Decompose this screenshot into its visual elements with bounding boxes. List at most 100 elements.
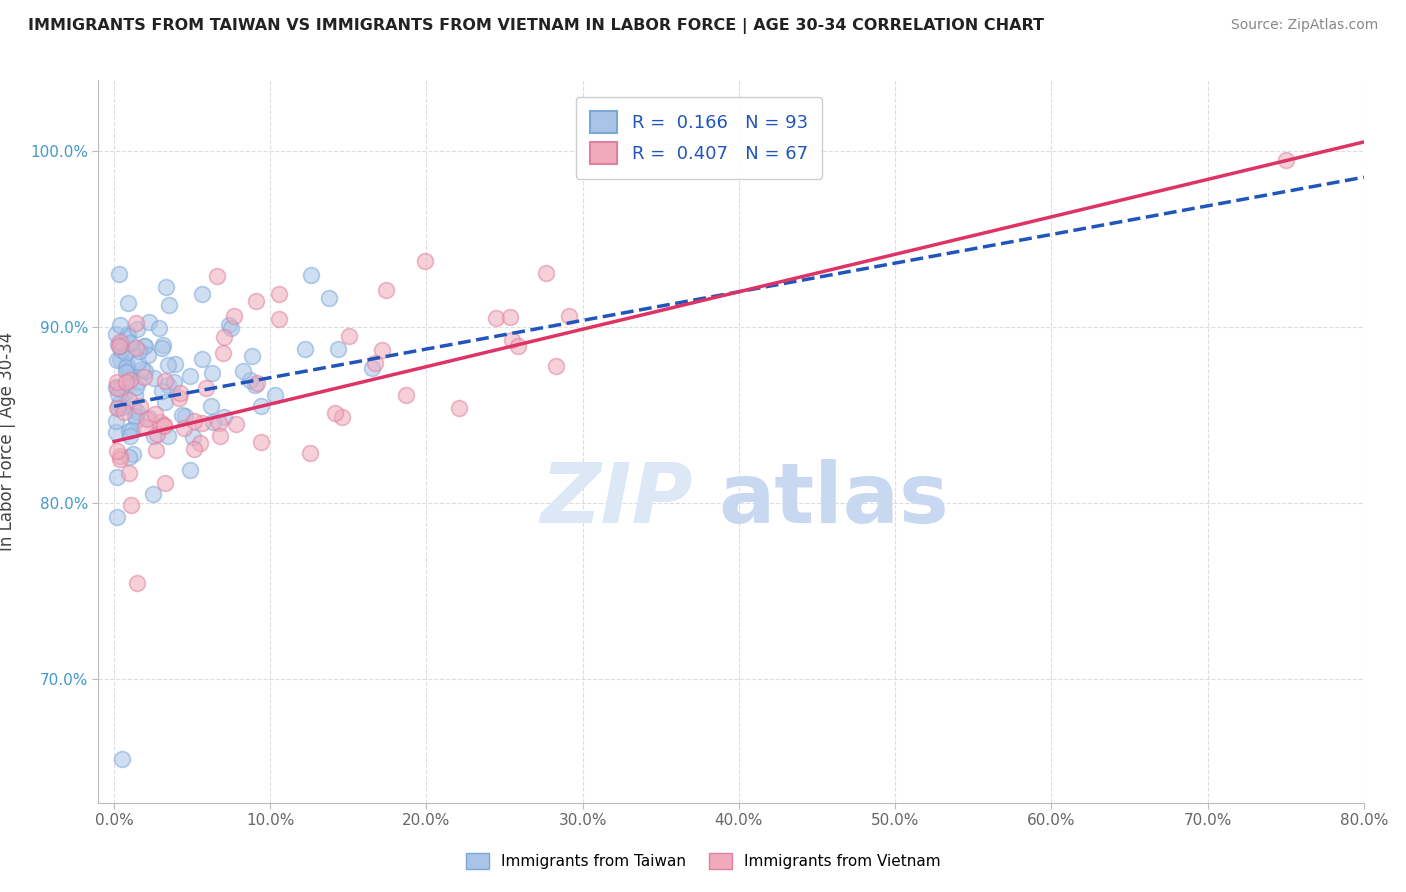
Point (127, 375, 149, 389)
Point (118, 466, 141, 480)
Point (156, 378, 179, 392)
Point (142, 487, 165, 501)
Point (179, 369, 201, 384)
Point (136, 348, 159, 362)
Point (104, 326, 127, 341)
Point (212, 330, 235, 344)
Point (110, 334, 132, 349)
Point (125, 405, 148, 419)
Point (108, 318, 131, 333)
Point (183, 442, 205, 456)
Point (153, 395, 176, 409)
Point (128, 399, 150, 413)
Point (125, 322, 148, 336)
Point (108, 339, 131, 353)
Point (145, 443, 167, 458)
Point (143, 428, 166, 442)
Point (134, 420, 156, 434)
Point (191, 416, 214, 430)
Point (264, 388, 287, 402)
Point (501, 334, 523, 348)
Point (105, 375, 128, 389)
Text: IMMIGRANTS FROM TAIWAN VS IMMIGRANTS FROM VIETNAM IN LABOR FORCE | AGE 30-34 COR: IMMIGRANTS FROM TAIWAN VS IMMIGRANTS FRO… (28, 18, 1045, 34)
Point (413, 253, 436, 268)
Point (326, 342, 349, 356)
Point (124, 409, 146, 424)
Point (121, 424, 143, 438)
Point (245, 378, 267, 392)
Point (114, 386, 136, 401)
Point (112, 405, 135, 419)
Point (132, 370, 155, 384)
Point (118, 373, 141, 387)
Point (246, 376, 269, 390)
Legend: R =  0.166   N = 93, R =  0.407   N = 67: R = 0.166 N = 93, R = 0.407 N = 67 (575, 96, 823, 178)
Point (105, 353, 128, 368)
Point (108, 339, 131, 353)
Point (318, 291, 340, 305)
Point (110, 343, 132, 357)
Point (138, 410, 160, 425)
Point (105, 401, 128, 415)
Point (107, 337, 129, 351)
Point (167, 391, 190, 405)
Point (249, 435, 271, 450)
Point (191, 287, 214, 301)
Point (294, 342, 316, 356)
Point (269, 312, 291, 326)
Point (108, 397, 131, 411)
Point (163, 357, 186, 371)
Legend: Immigrants from Taiwan, Immigrants from Vietnam: Immigrants from Taiwan, Immigrants from … (460, 847, 946, 875)
Point (374, 283, 396, 297)
Point (121, 342, 143, 356)
Point (118, 428, 141, 442)
Point (128, 344, 150, 359)
Point (115, 329, 138, 343)
Point (150, 341, 173, 355)
Point (299, 446, 322, 460)
Point (212, 409, 235, 424)
Point (107, 387, 129, 401)
Point (120, 498, 142, 512)
Text: Source: ZipAtlas.com: Source: ZipAtlas.com (1230, 18, 1378, 32)
Point (134, 339, 156, 353)
Point (239, 373, 262, 387)
Point (148, 321, 170, 335)
Point (190, 351, 212, 366)
Point (114, 360, 136, 375)
Point (364, 355, 387, 369)
Point (150, 384, 173, 399)
Point (330, 409, 353, 424)
Point (105, 414, 128, 428)
Point (118, 367, 141, 381)
Point (125, 316, 148, 330)
Point (169, 385, 191, 400)
Point (107, 401, 129, 416)
Text: atlas: atlas (718, 458, 949, 540)
Point (173, 409, 195, 424)
Point (105, 380, 128, 394)
Point (157, 358, 180, 372)
Point (170, 409, 193, 423)
Point (149, 415, 172, 429)
Point (115, 358, 138, 372)
Point (110, 452, 132, 467)
Point (205, 268, 228, 283)
Point (120, 371, 142, 385)
Point (484, 311, 506, 326)
Point (395, 388, 418, 402)
Point (558, 309, 581, 323)
Point (208, 429, 231, 443)
Point (117, 326, 139, 341)
Point (232, 364, 254, 378)
Point (155, 374, 177, 388)
Point (201, 416, 224, 430)
Point (124, 388, 146, 402)
Point (218, 318, 240, 333)
Point (153, 476, 176, 491)
Point (371, 343, 394, 358)
Point (122, 447, 145, 461)
Point (250, 399, 273, 413)
Point (447, 401, 470, 415)
Point (179, 463, 201, 477)
